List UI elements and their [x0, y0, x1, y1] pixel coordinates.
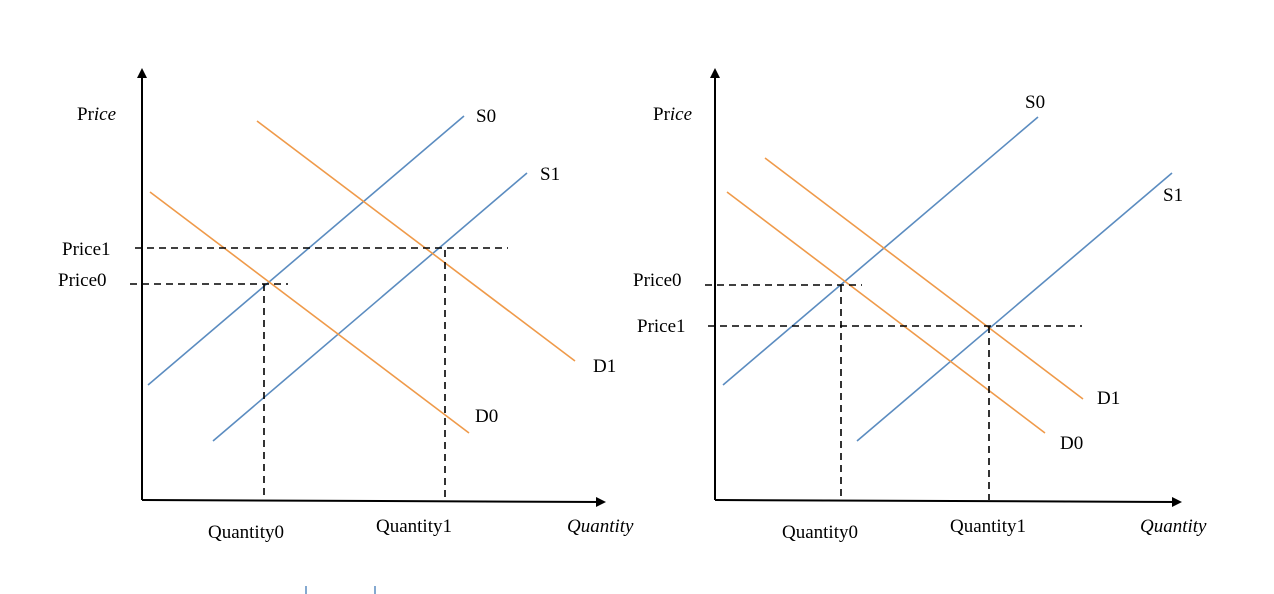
right-demand-d0 [726, 191, 1046, 434]
left-label-d1: D1 [593, 356, 616, 377]
right-y-axis-label: Price [653, 104, 692, 125]
left-x-axis-label: Quantity [567, 516, 634, 537]
left-label-price1: Price1 [62, 239, 111, 260]
right-label-d0: D0 [1060, 433, 1083, 454]
left-x-axis [141, 496, 606, 507]
left-supply-s1 [212, 172, 528, 442]
right-diagram: Price S0 S1 D1 D0 Price0 Price1 Quantity… [633, 68, 1207, 543]
right-label-d1: D1 [1097, 388, 1120, 409]
right-label-quantity1: Quantity1 [950, 516, 1026, 537]
right-x-axis-label: Quantity [1140, 516, 1207, 537]
left-y-axis-label: Price [77, 104, 116, 125]
left-demand-d1 [256, 120, 576, 362]
right-supply-s0 [722, 116, 1039, 386]
left-label-d0: D0 [475, 406, 498, 427]
left-label-quantity1: Quantity1 [376, 516, 452, 537]
right-label-s1: S1 [1163, 185, 1183, 206]
right-label-price0: Price0 [633, 270, 682, 291]
right-supply-s1 [856, 172, 1173, 442]
left-label-s0: S0 [476, 106, 496, 127]
left-label-s1: S1 [540, 164, 560, 185]
right-label-quantity0: Quantity0 [782, 522, 858, 543]
left-label-price0: Price0 [58, 270, 107, 291]
right-label-price1: Price1 [637, 316, 686, 337]
right-label-s0: S0 [1025, 92, 1045, 113]
left-demand-d0 [149, 191, 470, 434]
left-label-quantity0: Quantity0 [208, 522, 284, 543]
left-diagram: Price S0 S1 D1 D0 Price1 Price0 Quantity… [58, 68, 634, 543]
right-x-axis [714, 496, 1182, 507]
left-supply-s0 [147, 115, 465, 386]
right-demand-d1 [764, 157, 1084, 400]
